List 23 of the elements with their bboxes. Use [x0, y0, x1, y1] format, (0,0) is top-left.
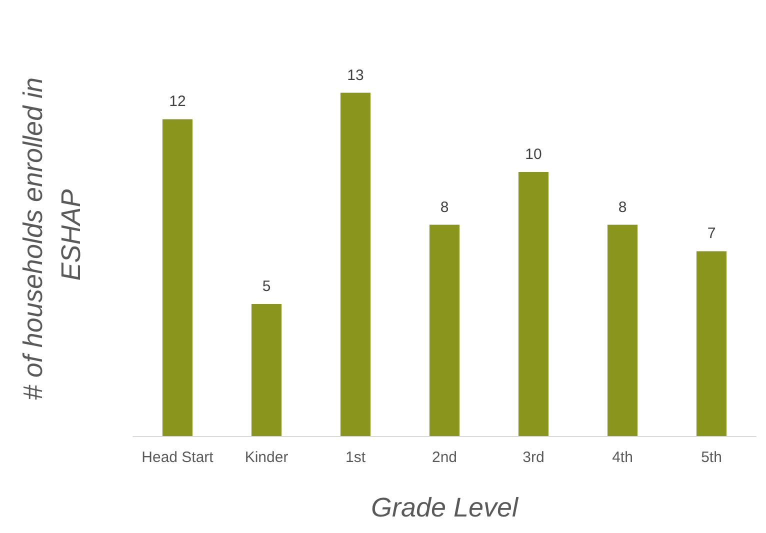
data-label: 8: [440, 198, 449, 216]
bar: [340, 92, 370, 436]
data-label: 7: [707, 225, 716, 242]
x-tick-label: 4th: [612, 449, 633, 466]
x-axis-title: Grade Level: [370, 492, 520, 522]
x-tick-label: 2nd: [432, 449, 458, 466]
data-label: 12: [169, 93, 186, 110]
x-tick-label: Head Start: [142, 449, 214, 466]
data-label: 13: [347, 66, 364, 84]
bar: [162, 119, 192, 436]
bar: [252, 304, 282, 436]
x-tick-label: 5th: [701, 449, 722, 466]
y-axis-title: # of households enrolled in ESHAP: [18, 70, 86, 400]
x-tick-label: 3rd: [522, 449, 544, 466]
x-tick-label: 1st: [345, 449, 366, 466]
data-label: 10: [525, 146, 542, 163]
bar: [430, 224, 460, 436]
data-label: 8: [618, 198, 627, 216]
bar: [608, 224, 638, 436]
data-label: 5: [262, 278, 271, 295]
bar: [518, 172, 548, 436]
bar: [696, 251, 726, 436]
x-tick-label: Kinder: [244, 449, 288, 466]
